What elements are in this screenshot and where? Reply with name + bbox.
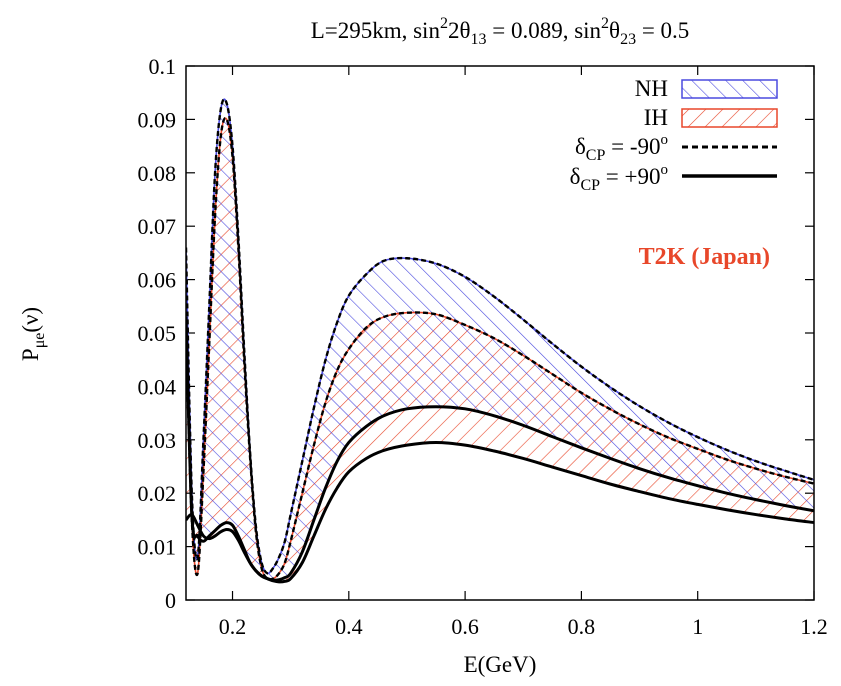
x-axis-label: E(GeV) xyxy=(464,652,537,677)
y-tick-label: 0.09 xyxy=(138,107,177,132)
x-tick-label: 0.6 xyxy=(451,614,479,639)
y-axis-label: Pμe(ν) xyxy=(18,307,48,361)
series-line-1 xyxy=(186,116,814,581)
y-tick-label: 0 xyxy=(165,588,176,613)
y-tick-label: 0.07 xyxy=(138,214,177,239)
y-tick-label: 0.04 xyxy=(138,374,177,399)
legend-label-ih: IH xyxy=(644,105,668,130)
y-tick-label: 0.01 xyxy=(138,535,177,560)
y-tick-label: 0.03 xyxy=(138,428,177,453)
x-tick-label: 1.2 xyxy=(800,614,828,639)
chart-title: L=295km, sin22θ13 = 0.089, sin2θ23 = 0.5 xyxy=(311,15,690,48)
y-tick-label: 0.06 xyxy=(138,268,177,293)
y-tick-label: 0.05 xyxy=(138,321,177,346)
legend-label-nh: NH xyxy=(635,76,668,101)
y-tick-label: 0.08 xyxy=(138,161,177,186)
y-tick-label: 0.02 xyxy=(138,481,177,506)
legend-swatch-ih xyxy=(681,108,778,128)
band-nh xyxy=(186,99,814,581)
x-tick-label: 1 xyxy=(692,614,703,639)
legend: NH IH δCP = -90o δCP = +90o xyxy=(570,76,778,194)
series-line-3 xyxy=(186,440,814,584)
legend-swatch-nh xyxy=(681,79,778,99)
series-line-0 xyxy=(186,98,814,575)
series-line-2 xyxy=(186,316,814,582)
plot-frame xyxy=(185,65,815,601)
x-tick-label: 0.4 xyxy=(335,614,363,639)
legend-label-dcp-plus90: δCP = +90o xyxy=(570,162,668,194)
experiment-annotation: T2K (Japan) xyxy=(639,244,770,270)
x-tick-label: 0.2 xyxy=(219,614,247,639)
legend-label-dcp-minus90: δCP = -90o xyxy=(575,132,668,164)
y-tick-label: 0.1 xyxy=(149,54,177,79)
x-tick-label: 0.8 xyxy=(568,614,596,639)
